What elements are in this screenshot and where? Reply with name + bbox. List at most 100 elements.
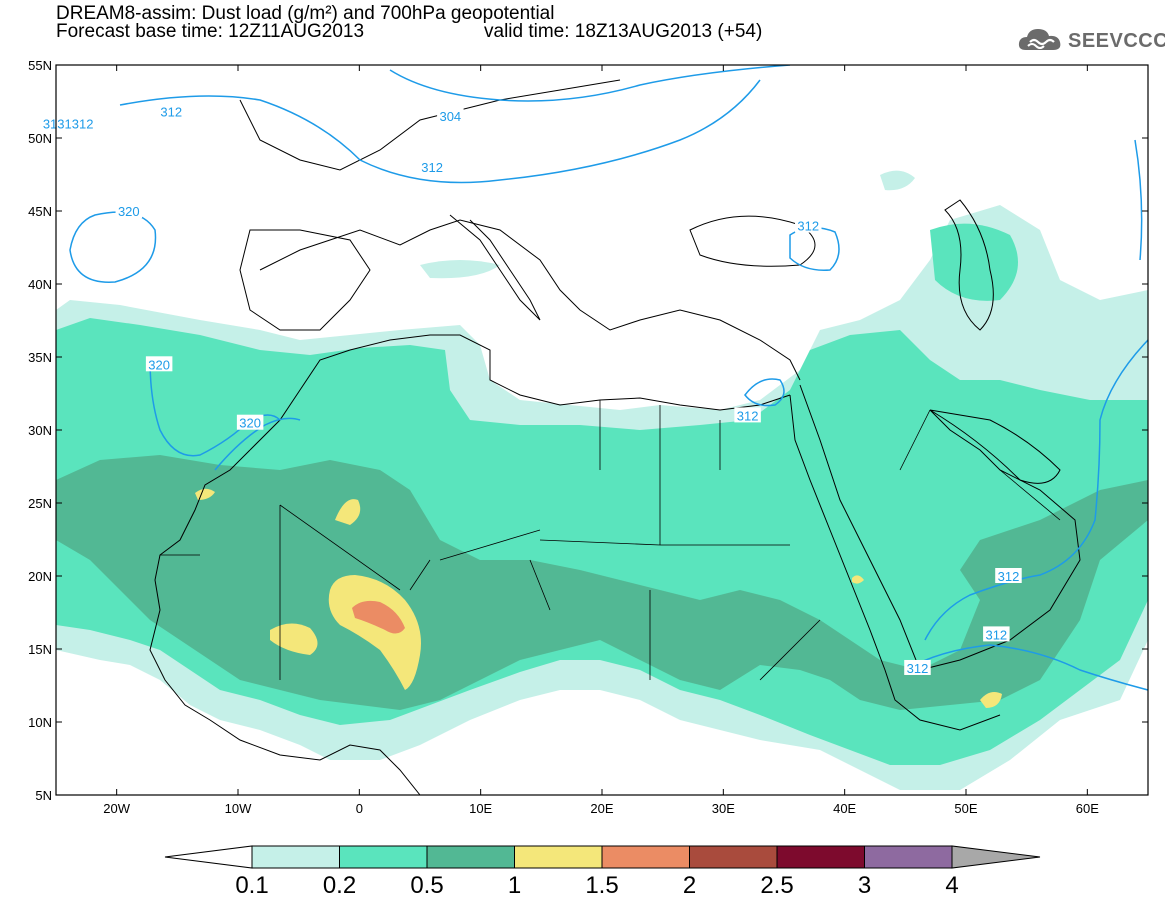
lon-label: 60E — [1076, 801, 1099, 816]
persian-gulf — [929, 409, 1061, 484]
seevccc-logo: SEEVCCC — [1016, 24, 1165, 58]
colorbar-segment — [426, 845, 515, 869]
map-title: DREAM8-assim: Dust load (g/m²) and 700hP… — [56, 3, 555, 24]
contour-label-bg — [145, 356, 173, 372]
contour-label-bg — [904, 659, 931, 675]
lon-label: 20E — [590, 801, 613, 816]
dust-band-1.5 — [352, 600, 405, 634]
lon-label: 50E — [954, 801, 977, 816]
colorbar-over-arrow — [951, 845, 1041, 869]
colorbar-segment — [601, 845, 690, 869]
colorbar-segment — [339, 845, 428, 869]
contour-312-arabia — [924, 339, 1148, 641]
contour-label-bg — [39, 115, 97, 131]
lat-label: 45N — [28, 204, 52, 219]
colorbar-tick-label: 2 — [682, 872, 697, 899]
contour-label: 312 — [421, 160, 443, 175]
lon-label: 20W — [103, 801, 130, 816]
contour-label: 320 — [148, 357, 170, 372]
dust-band-0.5 — [56, 455, 1148, 710]
contour-312-levant — [744, 378, 785, 407]
caspian-sea — [944, 199, 994, 331]
dust-band-0.1-patch — [880, 170, 915, 191]
europe-coast — [259, 219, 801, 381]
dust-band-1-patch — [335, 499, 361, 525]
dust-band-1-patch — [852, 575, 864, 584]
lat-label: 20N — [28, 569, 52, 584]
contour-label-bg — [995, 568, 1022, 583]
contour-312-east — [1134, 139, 1143, 261]
latitude-axis: 55N 50N 45N 40N 35N 30N 25N 20N 15N 10N 5N — [28, 58, 1148, 803]
dust-band-0.1-patch — [420, 260, 500, 279]
italy — [449, 214, 541, 321]
contour-label-bg — [437, 108, 464, 124]
colorbar-segment — [776, 845, 865, 869]
contour-label-bg — [236, 414, 264, 430]
lat-label: 55N — [28, 58, 52, 73]
colorbar-segment — [251, 845, 340, 869]
lon-label: 10W — [225, 801, 252, 816]
contour-label: 312 — [985, 627, 1007, 642]
valid-time: valid time: 18Z13AUG2013 (+54) — [484, 21, 763, 42]
dust-band-1 — [328, 575, 421, 690]
arabia-coast — [799, 384, 1081, 671]
north-africa-coast — [249, 334, 791, 451]
contour-label-bg — [158, 103, 185, 119]
red-sea-coast — [789, 394, 1001, 731]
colorbar-under-arrow — [164, 845, 253, 869]
dust-band-1-patch — [270, 623, 318, 655]
contour-label: 320 — [239, 416, 261, 431]
colorbar-tick-label: 3 — [857, 872, 872, 899]
colorbar-tick-label: 1.5 — [585, 872, 619, 899]
colorbar-tick-label: 1 — [507, 872, 522, 899]
contour-320-atlantic — [69, 211, 157, 283]
europe-north — [239, 79, 621, 171]
colorbar-tick-label: 0.1 — [235, 872, 269, 899]
contour-label-bg — [418, 159, 446, 175]
lat-label: 35N — [28, 350, 52, 365]
colorbar-tick-label: 2.5 — [760, 872, 794, 899]
colorbar — [164, 845, 1041, 869]
contour-label: 304 — [439, 109, 461, 124]
coastlines — [149, 79, 1081, 795]
contour-320-small — [214, 417, 301, 471]
border-lines — [160, 400, 1061, 681]
dust-band-1-patch — [980, 692, 1002, 708]
colorbar-tick-label: 0.2 — [322, 872, 357, 899]
contour-label: 320 — [118, 204, 140, 219]
colorbar-segment — [864, 845, 953, 869]
cloud-icon — [1018, 29, 1061, 50]
colorbar-segment — [689, 845, 778, 869]
contour-label-bg — [983, 626, 1010, 642]
logo-text: SEEVCCC — [1068, 30, 1165, 52]
lon-label: 30E — [712, 801, 735, 816]
dust-band-0.2-patch — [930, 223, 1018, 301]
contour-304 — [389, 65, 791, 102]
lat-label: 40N — [28, 277, 52, 292]
colorbar-tick-label: 4 — [945, 872, 959, 899]
contour-label: 3131312 — [43, 116, 94, 131]
contour-label-bg — [795, 217, 822, 233]
lat-label: 5N — [35, 788, 52, 803]
lon-label: 0 — [356, 801, 363, 816]
lat-label: 30N — [28, 423, 52, 438]
contour-label-bg — [115, 203, 143, 218]
colorbar-tick-label: 0.5 — [410, 872, 444, 899]
lat-label: 25N — [28, 496, 52, 511]
lat-label: 15N — [28, 642, 52, 657]
lon-label: 10E — [469, 801, 492, 816]
longitude-axis: 20W 10W 0 10E 20E 30E 40E 50E 60E — [103, 65, 1099, 816]
lat-label: 50N — [28, 131, 52, 146]
lon-label: 40E — [833, 801, 856, 816]
contour-label: 312 — [797, 219, 819, 234]
dust-fields — [56, 170, 1148, 790]
contour-312-yemen — [904, 644, 1148, 691]
contour-label: 312 — [737, 408, 759, 423]
black-sea — [689, 215, 816, 267]
colorbar-segment — [514, 845, 603, 869]
africa-coast — [149, 449, 421, 795]
contour-label: 312 — [160, 105, 182, 120]
contour-label-bg — [734, 407, 761, 423]
contour-label: 312 — [907, 661, 929, 676]
